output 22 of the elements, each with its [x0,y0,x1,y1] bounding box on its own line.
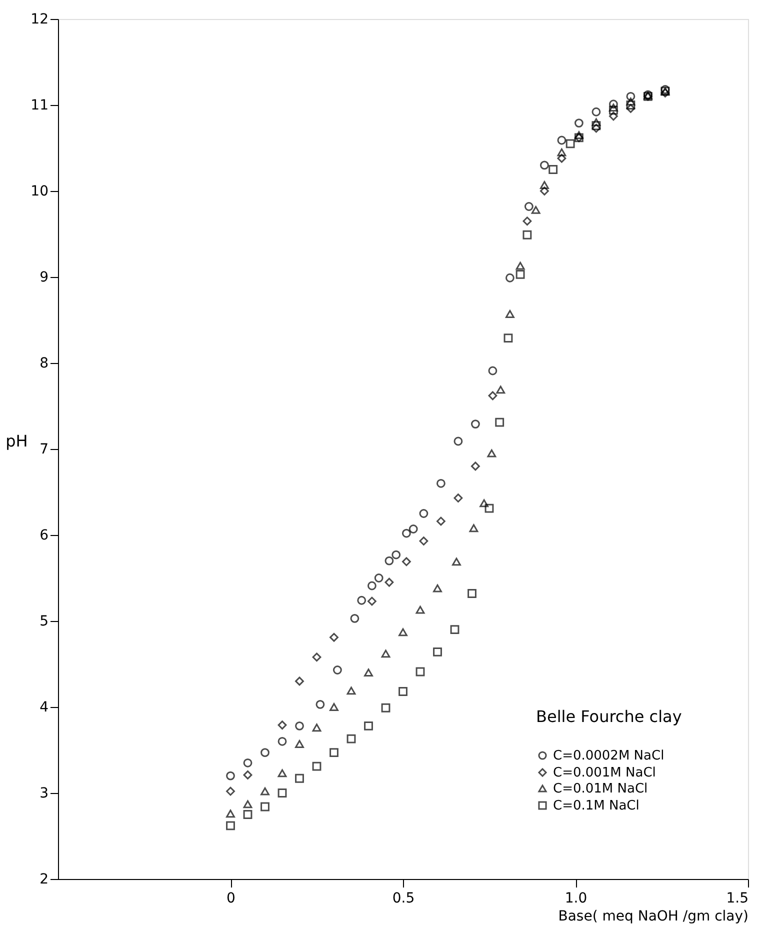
legend-label: C=0.001M NaCl [553,766,656,780]
y-tick-label: 9 [40,270,48,286]
y-tick-label: 8 [40,356,48,372]
y-tick-label: 2 [40,872,48,888]
y-tick-label: 6 [40,528,49,544]
y-tick-label: 3 [40,786,48,802]
y-tick-label: 10 [30,184,48,200]
legend-label: C=0.1M NaCl [553,798,640,814]
x-tick-label: 1.0 [564,890,588,906]
x-tick-label: 1.5 [726,890,748,906]
x-axis-title: Base( meq NaOH /gm clay) [558,908,748,924]
legend-label: C=0.0002M NaCl [553,748,664,764]
y-tick-label: 12 [30,12,48,28]
y-tick-label: 4 [40,700,49,716]
x-tick-label: 0.5 [392,890,415,906]
legend-title: Belle Fourche clay [536,707,682,726]
y-tick-label: 11 [30,98,48,114]
legend-label: C=0.01M NaCl [553,782,648,796]
y-tick-label: 5 [40,614,48,630]
x-tick-label: 0 [226,890,236,906]
y-axis-title: pH [6,432,28,450]
y-tick-label: 7 [40,442,48,458]
